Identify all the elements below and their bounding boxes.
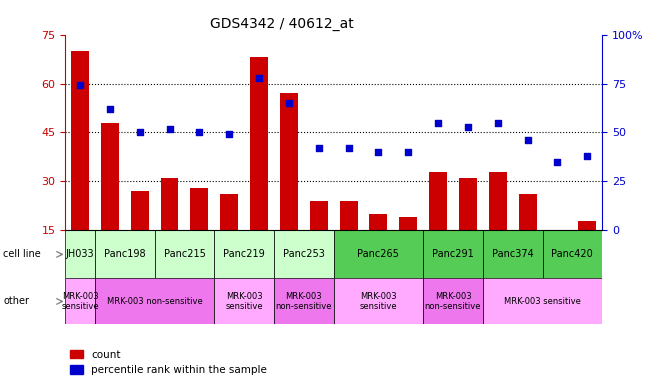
Bar [280,93,298,279]
Text: Panc219: Panc219 [223,249,265,260]
Bar [214,230,274,278]
Text: MRK-003
sensitive: MRK-003 sensitive [225,292,263,311]
Bar [155,230,214,278]
Bar [95,230,155,278]
Bar [65,230,95,278]
Bar [399,217,417,279]
Point [105,106,115,112]
Point [493,120,503,126]
Point [403,149,413,155]
Bar [542,230,602,278]
Bar [370,214,387,279]
Bar [578,220,596,279]
Bar [191,188,208,279]
Text: JH033: JH033 [66,249,94,260]
Point [194,129,204,136]
Point [135,129,145,136]
Point [224,131,234,137]
Point [373,149,383,155]
Legend: count, percentile rank within the sample: count, percentile rank within the sample [70,350,267,375]
Bar [65,278,95,324]
Text: Panc265: Panc265 [357,249,399,260]
Bar [214,278,274,324]
Bar [131,191,148,279]
Bar [429,172,447,279]
Text: Panc420: Panc420 [551,249,593,260]
Point [75,83,85,89]
Text: MRK-003
sensitive: MRK-003 sensitive [359,292,397,311]
Point [552,159,562,165]
Text: other: other [3,296,29,306]
Point [284,100,294,106]
Bar [95,278,214,324]
Bar [334,278,423,324]
Point [254,74,264,81]
Point [522,137,533,143]
Point [433,120,443,126]
Bar [340,201,357,279]
Bar [71,51,89,279]
Text: Panc198: Panc198 [104,249,146,260]
Text: Panc215: Panc215 [163,249,205,260]
Text: Panc253: Panc253 [283,249,325,260]
Bar [483,278,602,324]
Bar [274,278,334,324]
Point [463,124,473,130]
Bar [548,230,566,279]
Bar [483,230,542,278]
Bar [334,230,423,278]
Bar [519,194,536,279]
Text: MRK-003 non-sensitive: MRK-003 non-sensitive [107,297,202,306]
Text: MRK-003
non-sensitive: MRK-003 non-sensitive [275,292,332,311]
Point [582,153,592,159]
Bar [310,201,327,279]
Bar [423,230,483,278]
Bar [220,194,238,279]
Text: MRK-003
sensitive: MRK-003 sensitive [61,292,99,311]
Text: MRK-003
non-sensitive: MRK-003 non-sensitive [424,292,481,311]
Text: MRK-003 sensitive: MRK-003 sensitive [504,297,581,306]
Text: Panc374: Panc374 [492,249,534,260]
Text: cell line: cell line [3,249,41,260]
Bar [459,178,477,279]
Text: Panc291: Panc291 [432,249,474,260]
Bar [423,278,483,324]
Text: GDS4342 / 40612_at: GDS4342 / 40612_at [210,17,353,31]
Bar [250,58,268,279]
Bar [161,178,178,279]
Bar [101,123,118,279]
Bar [274,230,334,278]
Point [164,126,174,132]
Bar [489,172,506,279]
Point [314,145,324,151]
Point [343,145,353,151]
